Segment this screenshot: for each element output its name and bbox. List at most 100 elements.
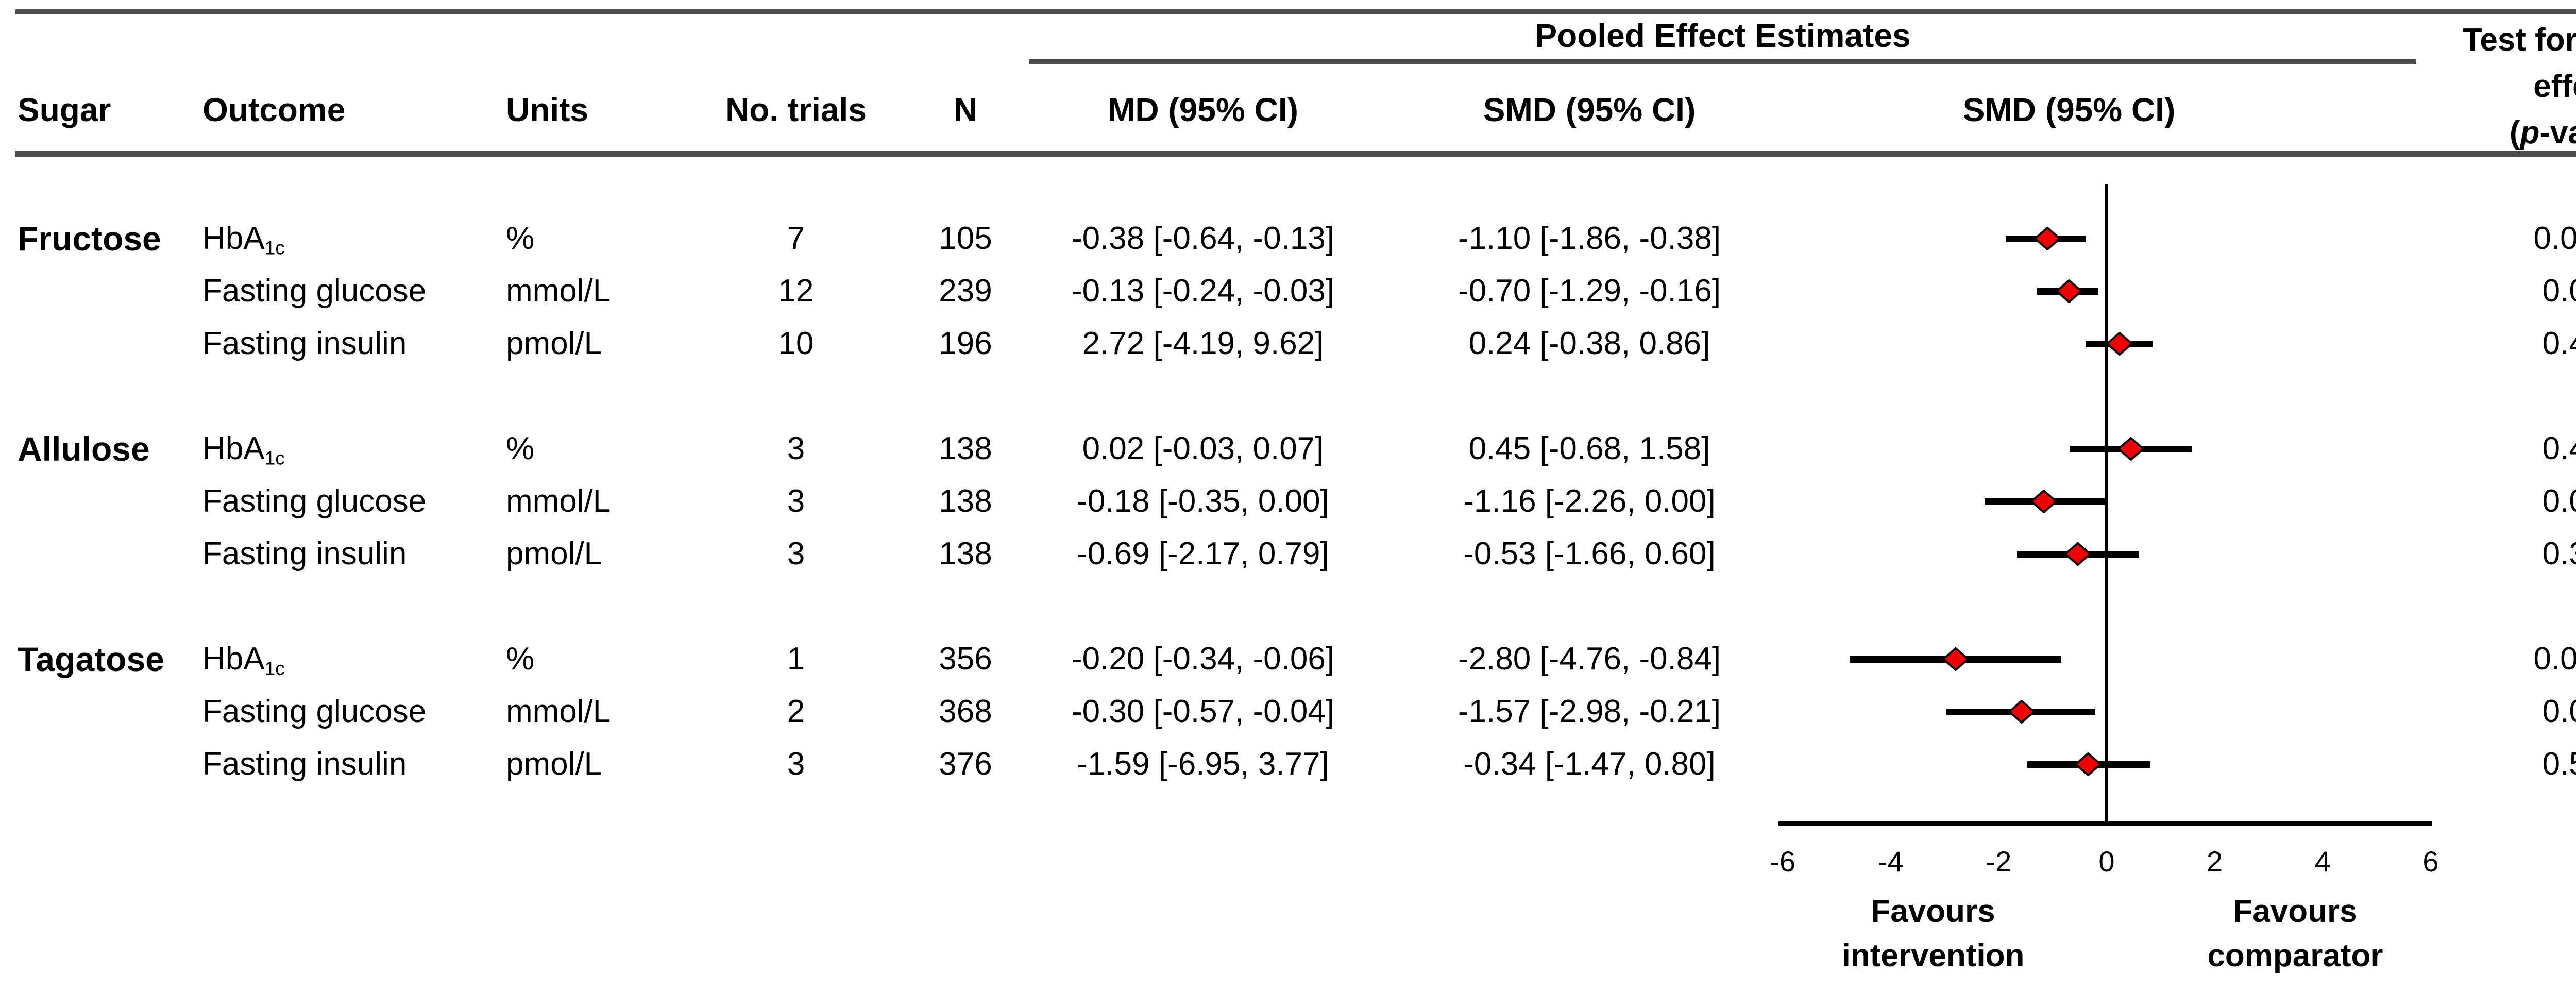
diamond-marker <box>2055 279 2082 303</box>
smd-ci-value: -1.10 [-1.86, -0.38] <box>1458 221 1721 256</box>
test-header-line1: Test for overall <box>2463 22 2576 58</box>
p-value: 0.004 <box>2533 641 2576 677</box>
n-value: 368 <box>939 694 992 729</box>
outcome-label: HbA1c <box>202 431 285 469</box>
no-trials-value: 10 <box>778 326 814 361</box>
n-value: 196 <box>939 326 992 361</box>
units-value: pmol/L <box>506 536 602 572</box>
x-axis-tick: 2 <box>2207 845 2223 878</box>
md-ci-value: 2.72 [-4.19, 9.62] <box>1082 326 1324 361</box>
no-trials-value: 3 <box>787 431 805 466</box>
units-value: mmol/L <box>506 483 611 519</box>
units-value: pmol/L <box>506 746 602 782</box>
md-ci-value: -0.18 [-0.35, 0.00] <box>1077 483 1329 519</box>
smd-ci-value: -2.80 [-4.76, -0.84] <box>1458 641 1721 677</box>
n-value: 239 <box>939 273 992 309</box>
p-value: 0.44 <box>2542 326 2576 361</box>
x-axis-tick: -6 <box>1770 845 1796 878</box>
column-header-sugar: Sugar <box>18 91 111 128</box>
no-trials-value: 1 <box>787 641 805 677</box>
diamond-marker <box>2064 542 2092 566</box>
n-value: 138 <box>939 483 992 519</box>
n-value: 138 <box>939 536 992 572</box>
diamond-marker <box>2008 700 2036 724</box>
table-row: Fasting insulin pmol/L 3 138 -0.69 [-2.1… <box>0 538 2576 570</box>
header-rule <box>15 151 2576 157</box>
units-value: mmol/L <box>506 694 611 729</box>
md-ci-value: -0.20 [-0.34, -0.06] <box>1071 641 1335 677</box>
outcome-label: Fasting glucose <box>202 273 427 309</box>
outcome-label: Fasting insulin <box>202 326 407 361</box>
outcome-label: Fasting glucose <box>202 694 427 729</box>
md-ci-value: 0.02 [-0.03, 0.07] <box>1082 431 1324 466</box>
smd-ci-value: -1.57 [-2.98, -0.21] <box>1458 694 1721 729</box>
x-axis-tick: 4 <box>2314 845 2331 878</box>
smd-ci-value: -0.70 [-1.29, -0.16] <box>1458 273 1721 309</box>
n-value: 356 <box>939 641 992 677</box>
p-value: 0.05 <box>2542 483 2576 519</box>
no-trials-value: 3 <box>787 536 805 572</box>
p-value: 0.02 <box>2542 694 2576 729</box>
no-trials-value: 7 <box>787 221 805 256</box>
no-trials-value: 3 <box>787 746 805 782</box>
column-header-no-trials: No. trials <box>725 91 867 128</box>
test-for-overall-effect-header: Test for overall effect (p-value) <box>2445 17 2576 156</box>
table-row: Allulose HbA1c % 3 138 0.02 [-0.03, 0.07… <box>0 430 2576 468</box>
diamond-marker <box>2106 332 2133 356</box>
smd-ci-value: -0.53 [-1.66, 0.60] <box>1463 536 1716 572</box>
column-header-outcome: Outcome <box>202 91 346 128</box>
table-row: Fasting insulin pmol/L 10 196 2.72 [-4.1… <box>0 328 2576 360</box>
no-trials-value: 2 <box>787 694 805 729</box>
test-header-line3: (p-value) <box>2509 115 2576 150</box>
units-value: % <box>506 641 535 677</box>
x-axis-tick: -4 <box>1877 845 1904 878</box>
diamond-marker <box>1942 647 1969 671</box>
favours-comparator-label: Favours comparator <box>2207 894 2383 974</box>
column-header-smd-ci: SMD (95% CI) <box>1483 91 1696 128</box>
top-rule <box>15 9 2576 14</box>
md-ci-value: -0.38 [-0.64, -0.13] <box>1071 221 1335 256</box>
md-ci-value: -0.13 [-0.24, -0.03] <box>1071 273 1335 309</box>
units-value: pmol/L <box>506 326 602 361</box>
n-value: 138 <box>939 431 992 466</box>
diamond-marker <box>2030 490 2058 513</box>
pooled-underline <box>1029 59 2416 64</box>
p-value: 0.003 <box>2533 221 2576 256</box>
column-header-smd-plot: SMD (95% CI) <box>1962 91 2176 128</box>
md-ci-value: -1.59 [-6.95, 3.77] <box>1077 746 1329 782</box>
test-header-line2: effect <box>2533 69 2576 104</box>
column-header-units: Units <box>506 91 588 128</box>
no-trials-value: 12 <box>778 273 814 309</box>
units-value: mmol/L <box>506 273 611 309</box>
column-header-md-ci: MD (95% CI) <box>1108 91 1298 128</box>
smd-ci-value: -0.34 [-1.47, 0.80] <box>1463 746 1716 782</box>
sugar-label: Allulose <box>18 430 150 468</box>
table-row: Fasting glucose mmol/L 12 239 -0.13 [-0.… <box>0 275 2576 307</box>
table-row: Fasting glucose mmol/L 3 138 -0.18 [-0.3… <box>0 485 2576 517</box>
no-trials-value: 3 <box>787 483 805 519</box>
p-value: 0.01 <box>2542 273 2576 309</box>
smd-ci-value: 0.45 [-0.68, 1.58] <box>1468 431 1710 466</box>
diamond-marker <box>2117 437 2145 461</box>
n-value: 105 <box>939 221 992 256</box>
md-ci-value: -0.30 [-0.57, -0.04] <box>1071 694 1335 729</box>
outcome-label: HbA1c <box>202 641 285 679</box>
table-row: Fasting glucose mmol/L 2 368 -0.30 [-0.5… <box>0 696 2576 728</box>
p-value: 0.56 <box>2542 746 2576 782</box>
outcome-label: HbA1c <box>202 221 285 259</box>
p-value: 0.48 <box>2542 431 2576 466</box>
smd-ci-value: -1.16 [-2.26, 0.00] <box>1463 483 1716 519</box>
n-value: 376 <box>939 746 992 782</box>
table-row: Tagatose HbA1c % 1 356 -0.20 [-0.34, -0.… <box>0 640 2576 679</box>
outcome-label: Fasting insulin <box>202 746 407 782</box>
sugar-label: Tagatose <box>18 640 164 678</box>
pooled-effect-estimates-header: Pooled Effect Estimates <box>1535 17 1911 54</box>
p-value: 0.36 <box>2542 536 2576 572</box>
x-axis-tick: 0 <box>2098 845 2115 878</box>
sugar-label: Fructose <box>18 220 161 258</box>
table-row: Fasting insulin pmol/L 3 376 -1.59 [-6.9… <box>0 748 2576 780</box>
favours-intervention-label: Favours intervention <box>1841 894 2025 974</box>
column-header-n: N <box>953 91 978 128</box>
x-axis-tick: -2 <box>1986 845 2012 878</box>
